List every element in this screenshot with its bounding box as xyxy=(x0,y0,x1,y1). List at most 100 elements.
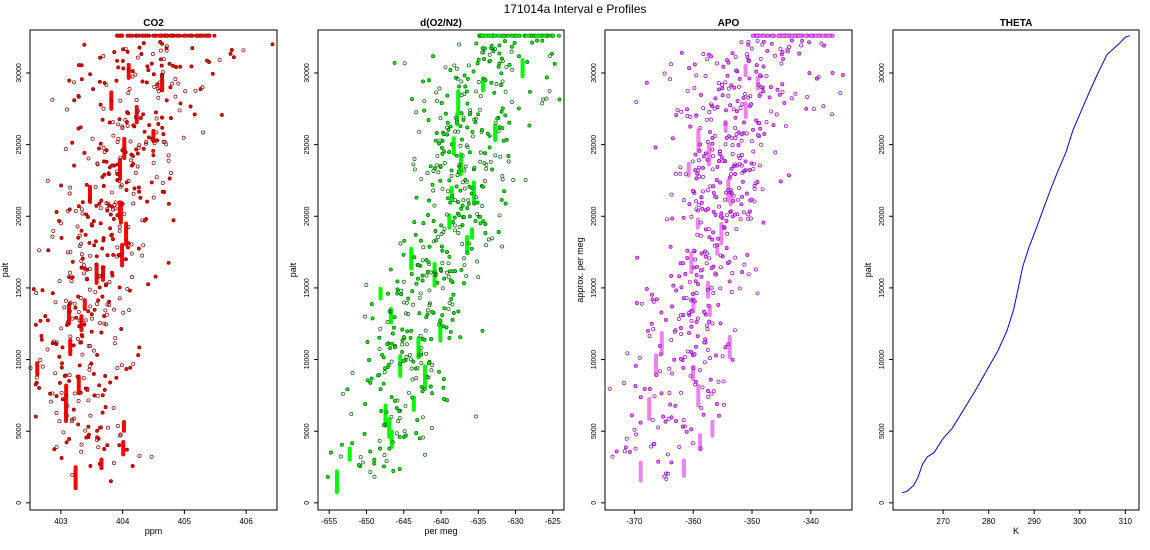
y-tick-label: 25000 xyxy=(304,135,311,155)
data-point xyxy=(742,120,746,125)
data-point xyxy=(500,126,505,131)
top-band-point xyxy=(200,33,205,38)
data-point xyxy=(87,287,92,292)
data-point xyxy=(610,454,615,459)
data-point xyxy=(360,460,365,465)
data-point xyxy=(37,248,41,253)
data-point xyxy=(460,153,465,158)
data-point xyxy=(733,255,738,260)
data-point xyxy=(145,199,150,204)
cluster-mark xyxy=(35,361,40,377)
data-point xyxy=(126,241,131,246)
data-point xyxy=(86,309,91,314)
data-point xyxy=(377,335,382,340)
data-point xyxy=(50,234,55,239)
data-point xyxy=(405,329,410,334)
data-point xyxy=(715,164,720,169)
data-point xyxy=(411,162,416,167)
data-point xyxy=(732,85,737,90)
data-point xyxy=(446,274,451,279)
data-point xyxy=(692,62,697,67)
data-point xyxy=(110,232,114,237)
data-point xyxy=(363,402,368,407)
top-band-point xyxy=(212,33,217,38)
data-point xyxy=(79,77,84,82)
data-point xyxy=(88,266,92,271)
data-point xyxy=(462,215,467,220)
data-point xyxy=(717,159,721,164)
y-tick-label: 15000 xyxy=(879,278,886,298)
data-point xyxy=(684,172,688,177)
data-point xyxy=(715,105,720,109)
data-point xyxy=(768,85,773,90)
data-point xyxy=(88,463,93,468)
data-point xyxy=(752,183,757,188)
data-point xyxy=(76,94,81,98)
data-point xyxy=(100,294,105,299)
data-point xyxy=(687,66,692,71)
data-point xyxy=(736,143,741,147)
data-point xyxy=(459,267,464,272)
data-point xyxy=(501,138,506,143)
data-point xyxy=(414,376,419,381)
data-point xyxy=(111,461,116,465)
plot-frame xyxy=(604,29,853,511)
data-point xyxy=(733,172,738,176)
data-point xyxy=(700,206,705,211)
data-point xyxy=(447,178,452,183)
top-band-point xyxy=(750,33,755,38)
data-point xyxy=(723,80,728,85)
data-point xyxy=(651,326,656,331)
data-point xyxy=(428,270,433,275)
data-point xyxy=(362,431,367,436)
data-point xyxy=(462,186,467,191)
data-point xyxy=(431,219,436,223)
data-point xyxy=(121,310,126,315)
data-point xyxy=(690,189,695,193)
data-point xyxy=(463,164,468,169)
data-point xyxy=(672,357,677,362)
data-point xyxy=(407,390,411,395)
data-point xyxy=(83,318,88,323)
data-point xyxy=(465,251,470,256)
data-point xyxy=(80,200,85,205)
data-point xyxy=(727,259,732,264)
cluster-mark xyxy=(398,354,403,379)
data-point xyxy=(647,334,652,338)
data-point xyxy=(739,138,744,143)
data-point xyxy=(430,363,435,367)
data-point xyxy=(115,178,120,183)
data-point xyxy=(130,464,135,468)
data-point xyxy=(693,152,698,157)
data-point xyxy=(45,178,50,183)
data-point xyxy=(156,95,161,100)
data-point xyxy=(761,39,766,44)
data-point xyxy=(472,117,477,122)
data-point xyxy=(500,59,505,64)
data-point xyxy=(694,73,699,78)
data-point xyxy=(705,188,710,193)
data-point xyxy=(709,391,714,396)
top-band-point xyxy=(207,33,212,38)
data-point xyxy=(737,84,741,89)
data-point xyxy=(706,303,711,308)
data-point xyxy=(720,82,725,87)
data-point xyxy=(425,312,430,317)
data-point xyxy=(85,388,90,393)
data-point xyxy=(709,266,714,271)
data-point xyxy=(384,410,389,415)
top-band-point xyxy=(130,33,135,38)
data-point xyxy=(654,297,659,302)
y-tick-label: 30000 xyxy=(304,63,311,83)
data-point xyxy=(411,302,416,307)
data-point xyxy=(90,316,94,321)
data-point xyxy=(723,121,728,126)
data-point xyxy=(40,288,45,293)
data-point xyxy=(59,235,64,240)
data-point xyxy=(669,415,674,420)
data-point xyxy=(474,89,479,94)
data-point xyxy=(76,294,81,299)
data-point xyxy=(465,206,470,211)
data-point xyxy=(675,107,680,112)
data-point xyxy=(709,285,714,290)
